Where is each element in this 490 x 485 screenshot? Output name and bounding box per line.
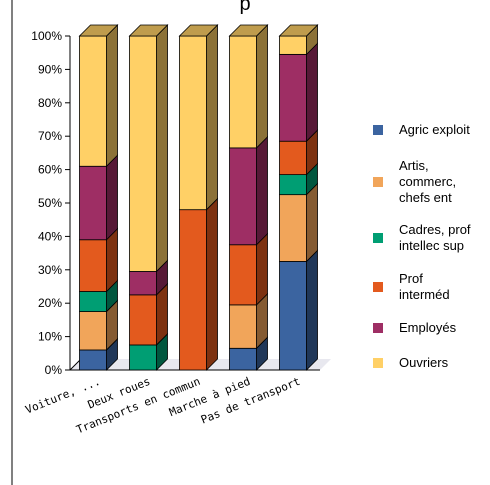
y-tick-label: 20% — [38, 296, 62, 310]
bar-segment-side — [206, 24, 218, 211]
bar-top — [128, 24, 169, 37]
bars-layer — [78, 24, 319, 371]
legend-label: Prof interméd — [399, 271, 450, 302]
bar-segment-side — [256, 232, 268, 306]
legend-item: Prof interméd — [373, 271, 450, 302]
legend-item: Employés — [373, 320, 457, 335]
bar-stack — [178, 24, 219, 371]
y-tick-label: 100% — [31, 29, 62, 43]
bar-segment — [279, 53, 307, 142]
legend-label: Agric exploit — [399, 122, 470, 137]
legend-item: Cadres, prof intellec sup — [373, 222, 471, 253]
y-tick-label: 80% — [38, 96, 62, 110]
bar-top — [178, 24, 219, 37]
bar-segment — [129, 294, 157, 346]
legend-item: Artis, commerc, chefs ent — [373, 158, 456, 205]
bar-segment — [79, 239, 107, 292]
legend-swatch — [373, 358, 383, 368]
bar-segment — [79, 35, 107, 167]
legend-swatch — [373, 282, 383, 292]
bar-segment — [229, 347, 257, 371]
y-tick-label: 50% — [38, 196, 62, 210]
bar-top — [228, 24, 269, 37]
y-tick-label: 60% — [38, 163, 62, 177]
legend-label: Cadres, prof intellec sup — [399, 222, 471, 253]
bar-segment-side — [106, 24, 118, 168]
bar-stack — [278, 24, 319, 371]
bar-segment — [279, 194, 307, 262]
bar-segment — [129, 35, 157, 272]
y-tick-label: 40% — [38, 229, 62, 243]
bar-segment — [279, 174, 307, 196]
bar-segment — [79, 291, 107, 312]
bar-segment-side — [256, 24, 268, 149]
legend-label: Employés — [399, 320, 457, 335]
legend-swatch — [373, 177, 383, 187]
bar-segment-side — [306, 249, 318, 371]
legend-label: Artis, commerc, chefs ent — [399, 158, 456, 205]
bar-segment — [179, 35, 207, 211]
bar-stack — [78, 24, 119, 371]
bar-segment — [79, 311, 107, 351]
y-tick-label: 0% — [45, 363, 63, 377]
legend-swatch — [373, 233, 383, 243]
bar-segment — [129, 271, 157, 296]
bar-segment — [229, 304, 257, 349]
y-tick-label: 90% — [38, 62, 62, 76]
y-tick-label: 10% — [38, 330, 62, 344]
bar-segment — [129, 344, 157, 371]
bar-segment — [279, 261, 307, 371]
bar-segment — [79, 349, 107, 371]
legend-swatch — [373, 125, 383, 135]
bar-segment-side — [106, 154, 118, 241]
bar-segment-side — [306, 182, 318, 263]
bar-segment-side — [256, 135, 268, 246]
bar-segment — [279, 140, 307, 176]
bar-segment — [229, 244, 257, 306]
bar-stack — [128, 24, 169, 371]
bar-top — [78, 24, 119, 37]
legend-swatch — [373, 323, 383, 333]
bar-segment — [279, 35, 307, 55]
bar-segment — [229, 35, 257, 149]
legend-item: Agric exploit — [373, 122, 470, 137]
bar-segment — [229, 147, 257, 246]
legend-item: Ouvriers — [373, 355, 449, 370]
bar-segment-side — [156, 24, 168, 273]
y-tick-label: 30% — [38, 263, 62, 277]
bar-segment — [79, 165, 107, 241]
bar-stack — [228, 24, 269, 371]
legend-label: Ouvriers — [399, 355, 449, 370]
legend: Agric exploit Artis, commerc, chefs ent Cadr… — [373, 122, 471, 370]
bar-segment-side — [206, 197, 218, 371]
bar-segment-side — [306, 42, 318, 143]
bar-top — [278, 24, 319, 37]
chart-title: p — [239, 0, 250, 15]
y-tick-label: 70% — [38, 129, 62, 143]
bar-segment — [179, 209, 207, 371]
